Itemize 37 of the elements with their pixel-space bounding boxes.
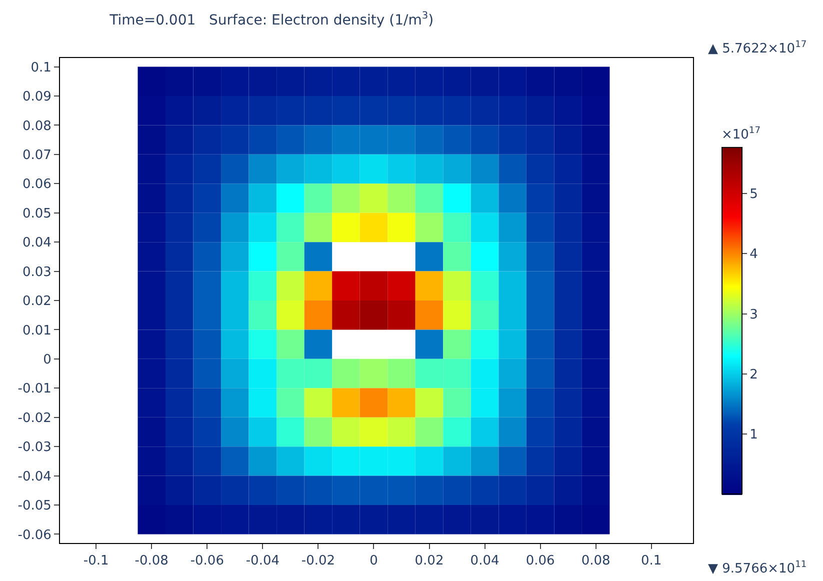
y-tick-label: -0.01 [18,382,52,397]
y-tick-label: -0.05 [18,498,52,514]
y-tick-label: 0.08 [22,118,52,134]
x-tick-label: -0.08 [134,554,168,569]
y-tick-label: -0.06 [18,528,52,543]
x-tick-label: -0.1 [83,554,109,569]
color-bar-title: ×10$^{17}$ [721,126,761,142]
y-tick-label: 0.07 [22,148,52,163]
y-tick-label: 0.04 [22,236,52,251]
color-bar-label: 2 [750,367,758,382]
color-bar-label: 5 [750,187,758,202]
x-tick-label: 0.04 [470,554,500,569]
y-tick-label: 0.1 [30,60,52,76]
y-tick-label: 0.02 [22,294,52,310]
y-tick-label: 0.05 [22,206,52,222]
y-tick-label: -0.04 [18,469,52,484]
text: ▼ 9.5766×10$^{11}$ [708,560,807,576]
color-bar-label: 4 [750,247,758,262]
y-tick-label: 0.06 [22,177,52,192]
x-tick-label: 0.1 [641,554,662,569]
x-tick-label: 0 [370,554,378,569]
x-tick-label: 0.02 [414,554,444,569]
text: ▲ 5.7622×10$^{17}$ [708,40,807,56]
chart-title: Time=0.001 Surface: Electron density (1/m$^{3}$) [108,10,434,28]
y-tick-label: 0 [43,352,52,368]
x-tick-label: -0.06 [190,554,224,569]
x-tick-label: 0.08 [581,554,610,569]
color-bar-label: 3 [750,307,758,322]
x-tick-label: -0.02 [301,554,336,569]
y-tick-label: 0.03 [22,264,52,280]
y-tick-label: -0.02 [18,410,52,426]
y-tick-label: 0.09 [22,90,52,105]
y-tick-label: -0.03 [18,440,52,456]
color-bar-label: 1 [750,428,758,443]
y-tick-label: 0.01 [22,323,52,338]
x-tick-label: 0.06 [526,554,555,569]
x-tick-label: -0.04 [246,554,280,569]
